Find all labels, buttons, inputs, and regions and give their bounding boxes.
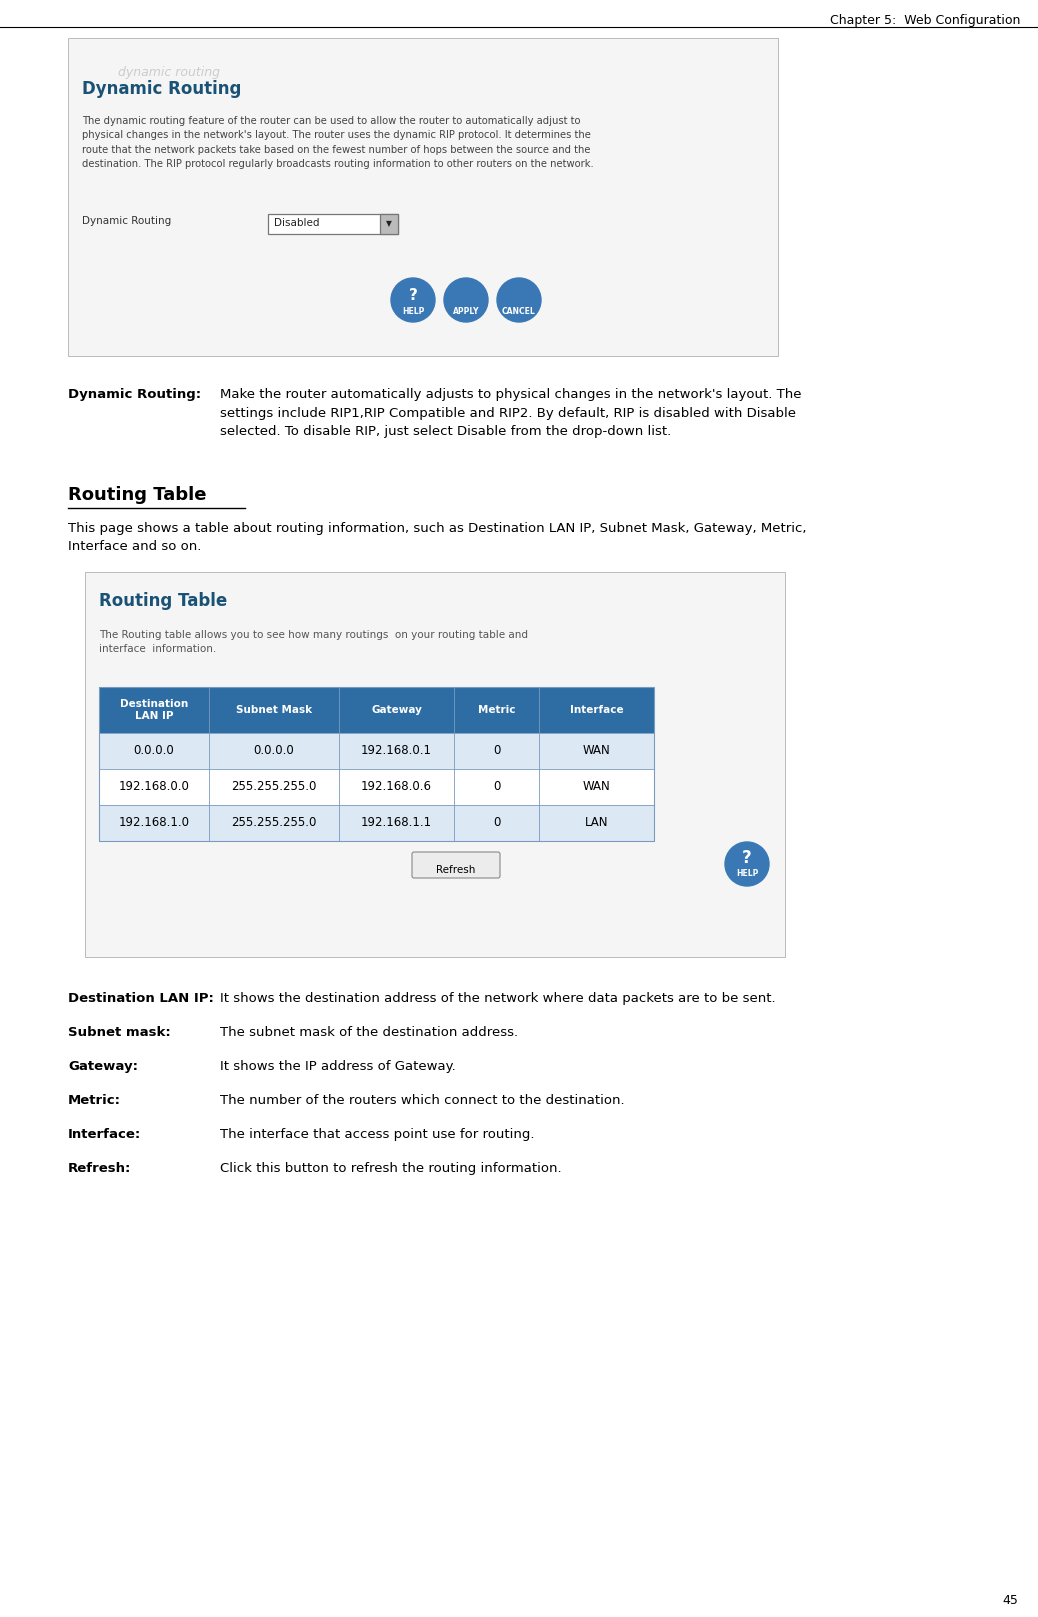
Text: The number of the routers which connect to the destination.: The number of the routers which connect …	[220, 1095, 625, 1108]
Text: Make the router automatically adjusts to physical changes in the network's layou: Make the router automatically adjusts to…	[220, 388, 801, 438]
Text: WAN: WAN	[582, 781, 610, 794]
Text: LAN: LAN	[584, 817, 608, 830]
Text: Dynamic Routing:: Dynamic Routing:	[69, 388, 201, 401]
Text: Dynamic Routing: Dynamic Routing	[82, 217, 171, 226]
Text: dynamic routing: dynamic routing	[118, 66, 220, 79]
Text: Routing Table: Routing Table	[69, 487, 207, 505]
Text: Disabled: Disabled	[274, 218, 320, 228]
Text: 255.255.255.0: 255.255.255.0	[231, 781, 317, 794]
Text: Chapter 5:  Web Configuration: Chapter 5: Web Configuration	[829, 15, 1020, 27]
Text: It shows the destination address of the network where data packets are to be sen: It shows the destination address of the …	[220, 991, 775, 1006]
Text: This page shows a table about routing information, such as Destination LAN IP, S: This page shows a table about routing in…	[69, 522, 807, 553]
FancyBboxPatch shape	[268, 213, 398, 234]
Text: Subnet Mask: Subnet Mask	[236, 705, 312, 715]
Text: 192.168.1.0: 192.168.1.0	[118, 817, 190, 830]
Text: Dynamic Routing: Dynamic Routing	[82, 79, 242, 99]
FancyBboxPatch shape	[380, 213, 398, 234]
Text: The interface that access point use for routing.: The interface that access point use for …	[220, 1129, 535, 1142]
FancyBboxPatch shape	[99, 805, 654, 841]
FancyBboxPatch shape	[99, 770, 654, 805]
Text: 192.168.0.0: 192.168.0.0	[118, 781, 190, 794]
Text: Click this button to refresh the routing information.: Click this button to refresh the routing…	[220, 1163, 562, 1176]
Text: Metric: Metric	[477, 705, 515, 715]
Text: The Routing table allows you to see how many routings  on your routing table and: The Routing table allows you to see how …	[99, 631, 528, 653]
Circle shape	[391, 278, 435, 322]
Text: Interface:: Interface:	[69, 1129, 141, 1142]
Circle shape	[725, 842, 769, 886]
Text: 255.255.255.0: 255.255.255.0	[231, 817, 317, 830]
Text: 192.168.0.6: 192.168.0.6	[361, 781, 432, 794]
FancyBboxPatch shape	[85, 572, 785, 957]
FancyBboxPatch shape	[412, 852, 500, 878]
Text: 0.0.0.0: 0.0.0.0	[253, 744, 295, 757]
Circle shape	[444, 278, 488, 322]
Text: ?: ?	[742, 849, 752, 867]
Text: Gateway: Gateway	[371, 705, 421, 715]
Text: WAN: WAN	[582, 744, 610, 757]
Text: ▼: ▼	[386, 220, 392, 228]
FancyBboxPatch shape	[99, 687, 654, 733]
Text: CANCEL: CANCEL	[502, 307, 536, 317]
Text: Gateway:: Gateway:	[69, 1061, 138, 1074]
Text: Interface: Interface	[570, 705, 623, 715]
Text: Refresh:: Refresh:	[69, 1163, 132, 1176]
Text: The dynamic routing feature of the router can be used to allow the router to aut: The dynamic routing feature of the route…	[82, 116, 594, 170]
Text: 0: 0	[493, 744, 500, 757]
Text: 0: 0	[493, 781, 500, 794]
Text: 45: 45	[1002, 1594, 1018, 1607]
Text: 192.168.1.1: 192.168.1.1	[361, 817, 432, 830]
Text: 192.168.0.1: 192.168.0.1	[361, 744, 432, 757]
Text: 0.0.0.0: 0.0.0.0	[134, 744, 174, 757]
Text: Subnet mask:: Subnet mask:	[69, 1027, 170, 1040]
Text: Routing Table: Routing Table	[99, 592, 227, 610]
FancyBboxPatch shape	[99, 733, 654, 770]
Text: ?: ?	[409, 288, 417, 304]
Text: APPLY: APPLY	[453, 307, 480, 317]
Text: Destination LAN IP:: Destination LAN IP:	[69, 991, 214, 1006]
Text: HELP: HELP	[736, 868, 758, 878]
Circle shape	[497, 278, 541, 322]
Text: The subnet mask of the destination address.: The subnet mask of the destination addre…	[220, 1027, 518, 1040]
Text: 0: 0	[493, 817, 500, 830]
Text: It shows the IP address of Gateway.: It shows the IP address of Gateway.	[220, 1061, 456, 1074]
Text: HELP: HELP	[402, 307, 425, 317]
Text: Metric:: Metric:	[69, 1095, 121, 1108]
Text: Refresh: Refresh	[436, 865, 475, 875]
FancyBboxPatch shape	[69, 39, 778, 356]
Text: Destination
LAN IP: Destination LAN IP	[119, 699, 188, 721]
